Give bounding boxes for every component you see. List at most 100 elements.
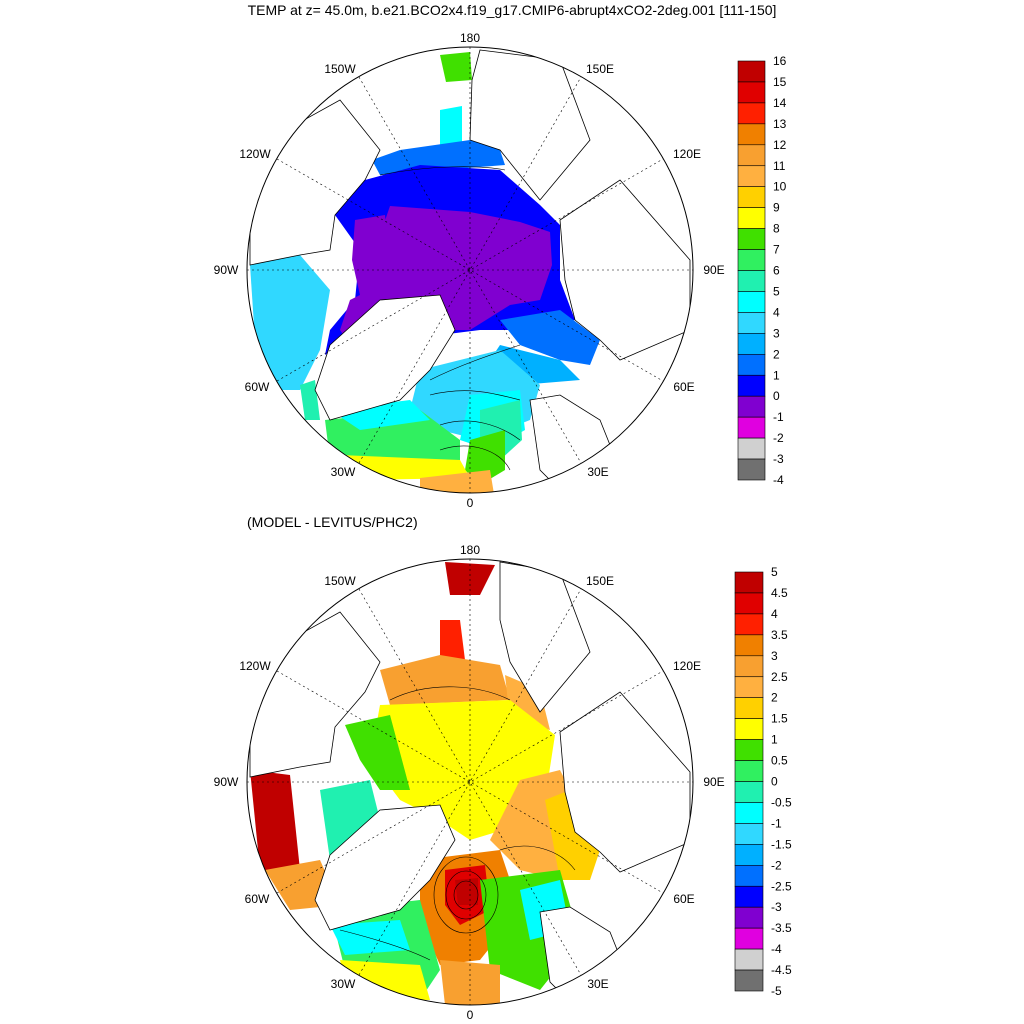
map-anomaly — [249, 561, 691, 1005]
colorbar-swatch — [737, 291, 766, 313]
colorbar-swatch — [734, 948, 764, 971]
colorbar-label: -4 — [771, 942, 782, 956]
colorbar-label: 0 — [773, 389, 780, 403]
colorbar-label: 5 — [771, 565, 778, 579]
colorbar-label: 1 — [773, 368, 780, 382]
colorbar-label: 3 — [771, 649, 778, 663]
colorbar-swatch — [734, 676, 764, 699]
colorbar-label: 2 — [773, 347, 780, 361]
colorbar-label: 0.5 — [771, 754, 788, 768]
region-chukchi-cyan — [440, 106, 462, 150]
land-siberia — [559, 179, 691, 361]
lon-label: 90E — [703, 263, 724, 277]
colorbar-swatch — [737, 186, 766, 208]
colorbar-swatch — [737, 270, 766, 292]
anom-chukchi-red — [440, 620, 465, 665]
colorbar-swatch — [734, 823, 764, 845]
colorbar-swatch — [734, 613, 764, 636]
lon-label: 60E — [673, 892, 694, 906]
colorbar-swatch — [734, 760, 764, 782]
colorbar-label: 8 — [773, 222, 780, 236]
anom-atlantic-cyan — [330, 920, 410, 955]
colorbar-swatch — [737, 374, 766, 397]
anom-archipelago-green — [345, 715, 410, 790]
anom-bering-red — [445, 562, 495, 595]
lon-label: 180 — [460, 543, 480, 557]
lon-label: 150E — [586, 62, 614, 76]
colorbar-swatch — [737, 207, 766, 229]
colorbar-swatch — [734, 592, 764, 615]
lon-label: 30W — [331, 465, 356, 479]
anom-greenland-center — [455, 878, 478, 905]
colorbar-swatch — [737, 60, 766, 83]
colorbar-label: -1 — [773, 410, 784, 424]
colorbar-swatch — [734, 906, 764, 929]
lon-label: 120W — [239, 147, 271, 161]
colorbar-label: 3.5 — [771, 628, 788, 642]
colorbar-label: -4.5 — [771, 963, 792, 977]
lon-label: 150W — [324, 62, 356, 76]
land-greenland-2 — [314, 804, 456, 931]
colorbar-label: -0.5 — [771, 795, 792, 809]
contours-top — [379, 166, 521, 471]
colorbar-label: 11 — [773, 159, 786, 173]
colorbar-swatch — [737, 144, 766, 167]
colorbar-label: 0 — [771, 775, 778, 789]
colorbar-label: -3.5 — [771, 921, 792, 935]
lon-label: 30E — [587, 465, 608, 479]
land-scandinavia-2 — [539, 906, 631, 1003]
region-central-arctic — [340, 206, 552, 345]
lon-label: 150E — [586, 574, 614, 588]
anom-baffin-red — [250, 770, 300, 870]
colorbar-swatch — [737, 228, 766, 250]
colorbar-swatch — [734, 969, 764, 992]
colorbar-label: 4 — [773, 305, 780, 319]
colorbar-label: -3 — [773, 452, 784, 466]
colorbar-swatch — [734, 655, 764, 678]
colorbar-label: 4 — [771, 607, 778, 621]
lon-label: 60E — [673, 380, 694, 394]
land-siberia-2 — [559, 691, 691, 873]
colorbar-bottom: 5 4.5 4 3.5 3 2.5 2 1.5 1 0.5 0 -0.5 -1 -1.5 -2 -2.5 -3 -… — [734, 565, 792, 998]
lon-label: 0 — [467, 496, 474, 510]
colorbar-swatch — [737, 165, 766, 188]
lon-label: 30W — [331, 977, 356, 991]
colorbar-swatch — [734, 864, 764, 887]
lon-labels-top: 180 150W 150E 120W 120E 90W 90E 60W 60E … — [214, 31, 725, 510]
map-boundary-top — [246, 46, 694, 494]
colorbar-swatch — [734, 844, 764, 866]
anom-east-yellow — [545, 790, 600, 880]
lon-label: 90W — [214, 263, 239, 277]
panel2-title: (MODEL - LEVITUS/PHC2) — [247, 514, 418, 530]
colorbar-swatch — [737, 102, 766, 125]
colorbar-swatch — [737, 312, 766, 334]
colorbar-label: 13 — [773, 117, 787, 131]
colorbar-swatch — [737, 333, 766, 355]
colorbar-label: 12 — [773, 138, 787, 152]
lon-label: 90E — [703, 775, 724, 789]
figure-title: TEMP at z= 45.0m, b.e21.BCO2x4.f19_g17.C… — [247, 2, 777, 18]
region-bering-green — [440, 52, 472, 82]
region-kara — [500, 310, 600, 365]
colorbar-label: -5 — [771, 984, 782, 998]
colorbar-label: -2.5 — [771, 879, 792, 893]
colorbar-swatch — [734, 885, 764, 908]
colorbar-swatch — [737, 123, 766, 146]
anom-atlantic-orange — [440, 960, 500, 1005]
colorbar-label: 1.5 — [771, 712, 788, 726]
colorbar-swatch — [734, 781, 764, 803]
colorbar-swatch — [734, 739, 764, 761]
colorbar-swatch — [737, 437, 766, 460]
lon-label: 60W — [245, 892, 270, 906]
land-chukotka — [469, 49, 591, 201]
colorbar-label: -3 — [771, 900, 782, 914]
colorbar-label: -2 — [771, 858, 782, 872]
colorbar-swatch — [737, 81, 766, 104]
lon-label: 90W — [214, 775, 239, 789]
land-greenland — [314, 294, 456, 421]
colorbar-label: 2 — [771, 691, 778, 705]
lon-label: 180 — [460, 31, 480, 45]
colorbar-label: -4 — [773, 473, 784, 487]
colorbar-label: 5 — [773, 284, 780, 298]
